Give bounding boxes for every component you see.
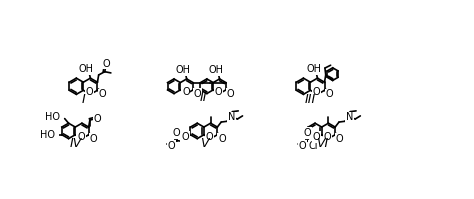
- Text: O: O: [93, 114, 101, 124]
- Text: O: O: [336, 134, 344, 144]
- Text: IV: IV: [69, 137, 82, 150]
- Text: I: I: [82, 93, 85, 106]
- Text: O: O: [215, 87, 222, 97]
- Text: O: O: [77, 132, 85, 142]
- Text: O: O: [99, 89, 106, 99]
- Text: HO: HO: [40, 130, 55, 140]
- Text: O: O: [206, 132, 213, 142]
- Text: O: O: [312, 87, 320, 97]
- Text: HO: HO: [46, 112, 60, 122]
- Text: O: O: [173, 128, 180, 138]
- Text: O: O: [168, 140, 175, 150]
- Text: O: O: [85, 87, 93, 97]
- Text: O: O: [182, 87, 190, 97]
- Text: O: O: [299, 140, 307, 150]
- Text: Cl: Cl: [309, 141, 318, 151]
- Text: O: O: [312, 132, 320, 142]
- Text: O: O: [304, 128, 311, 138]
- Text: N: N: [346, 112, 353, 122]
- Text: OH: OH: [208, 65, 223, 75]
- Text: O: O: [218, 134, 226, 144]
- Text: OH: OH: [175, 65, 191, 75]
- Text: O: O: [103, 59, 110, 69]
- Text: O: O: [90, 134, 97, 144]
- Text: O: O: [326, 89, 333, 99]
- Text: O: O: [227, 89, 234, 99]
- Text: N: N: [228, 112, 236, 122]
- Text: OH: OH: [306, 64, 321, 74]
- Text: V: V: [200, 137, 208, 150]
- Text: O: O: [324, 132, 331, 142]
- Text: O: O: [181, 132, 189, 142]
- Text: OH: OH: [79, 64, 94, 74]
- Text: III: III: [305, 93, 316, 106]
- Text: II: II: [200, 92, 207, 104]
- Text: O: O: [194, 89, 201, 99]
- Text: VI: VI: [316, 137, 328, 150]
